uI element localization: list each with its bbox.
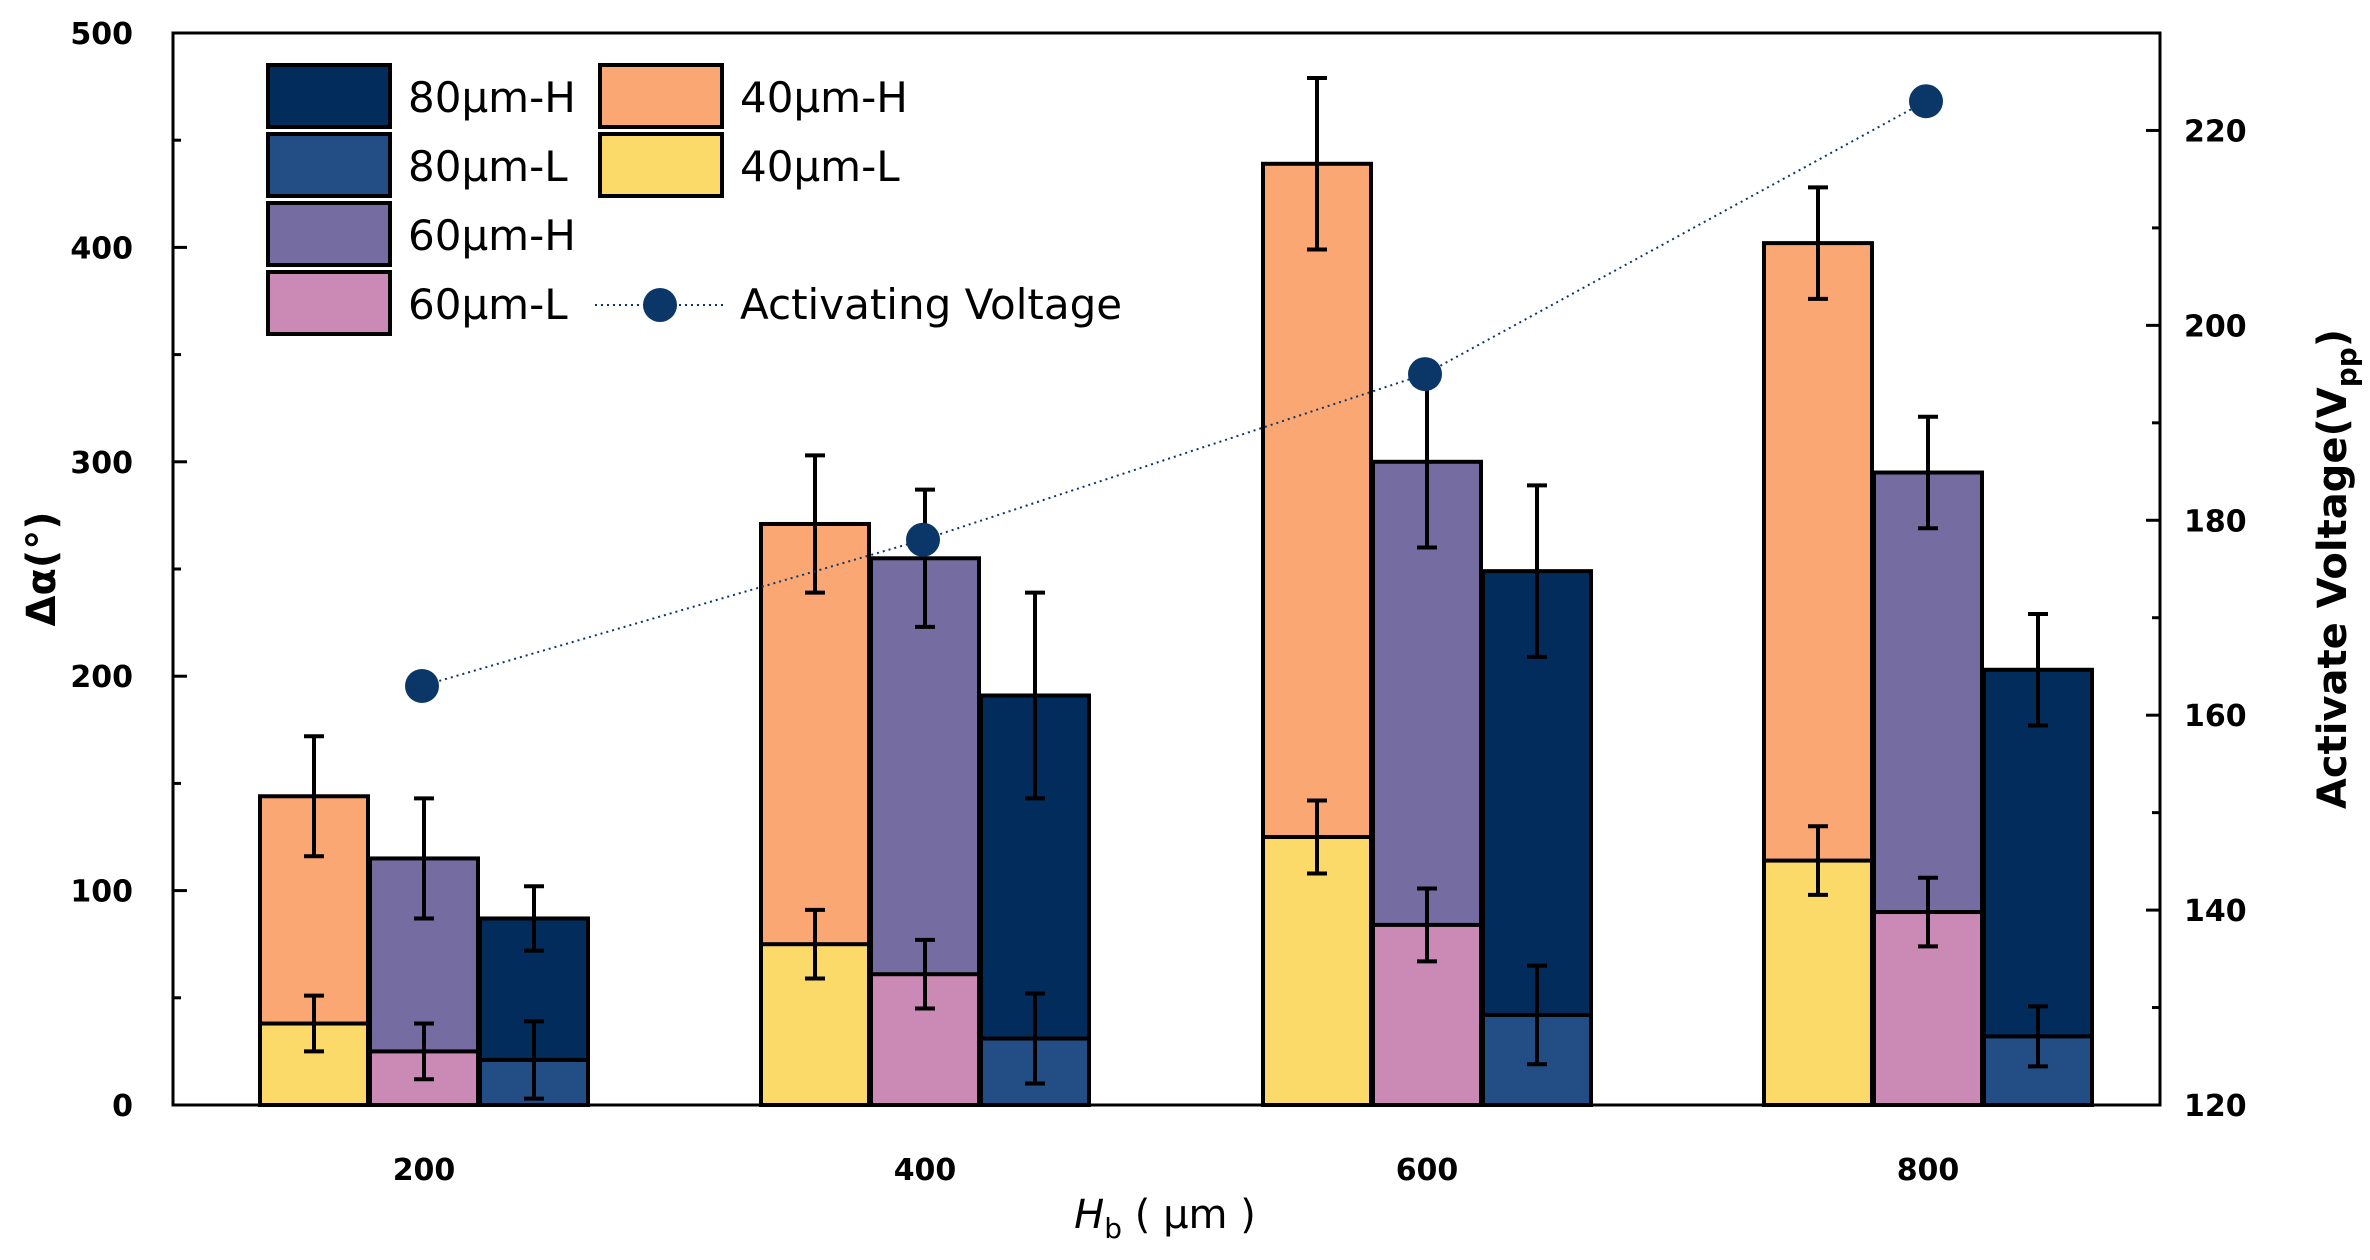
x-axis-title: Hb ( μm ) (1074, 1192, 1256, 1245)
x-tick-label: 600 (1396, 1153, 1459, 1188)
y-axis-right: 120 140 160 180 200 220 (2146, 31, 2247, 1124)
legend-swatch-40um-l (598, 132, 724, 198)
legend-label-60um-h: 60μm-H (408, 211, 576, 260)
legend: 80μm-H 40μm-H 80μm-L 40μm-L 60μm-H 60μm-… (266, 63, 1122, 336)
y-axis-left: 0 100 200 300 400 500 (70, 17, 187, 1124)
voltage-point (1909, 84, 1943, 119)
error-bars (304, 76, 2048, 1101)
x-title-main: H (1074, 1192, 1104, 1238)
y-tick-label: 0 (112, 1089, 133, 1124)
y2-title-close: ) (2310, 329, 2356, 347)
legend-swatch-80um-h (266, 63, 392, 129)
legend-swatch-40um-h (598, 63, 724, 129)
legend-swatch-60um-l (266, 270, 392, 336)
legend-label-60um-l: 60μm-L (408, 280, 568, 329)
x-tick-label: 800 (1897, 1153, 1960, 1188)
y-tick-label: 100 (70, 875, 133, 910)
bar-40um-low (1261, 835, 1373, 1107)
voltage-point (405, 668, 439, 703)
legend-label-80um-l: 80μm-L (408, 142, 568, 191)
y2-title-sub: pp (2330, 347, 2363, 387)
legend-label-40um-h: 40μm-H (740, 73, 908, 122)
bars (258, 161, 2094, 1108)
y2-tick-label: 200 (2184, 309, 2247, 344)
y-tick-label: 300 (70, 446, 133, 481)
y2-tick-label: 160 (2184, 699, 2247, 734)
y2-title-main: Activate Voltage(V (2310, 387, 2356, 809)
y-tick-label: 200 (70, 660, 133, 695)
y2-tick-label: 120 (2184, 1089, 2247, 1124)
voltage-point (906, 522, 940, 557)
x-axis: 200 400 600 800 (393, 1153, 1960, 1188)
x-title-unit: ( μm ) (1122, 1192, 1256, 1238)
x-title-sub: b (1104, 1212, 1122, 1245)
y2-tick-label: 220 (2184, 114, 2247, 149)
y-tick-label: 500 (70, 17, 133, 52)
legend-swatch-60um-h (266, 201, 392, 267)
voltage-point (1408, 357, 1442, 392)
legend-label-activating-voltage: Activating Voltage (740, 280, 1122, 329)
legend-label-80um-h: 80μm-H (408, 73, 576, 122)
x-tick-label: 400 (894, 1153, 957, 1188)
voltage-line-path (421, 100, 1927, 687)
legend-label-40um-l: 40μm-L (740, 142, 900, 191)
bar-40um-low (1762, 858, 1874, 1107)
y-axis-title-left: Δα(°) (19, 512, 65, 627)
y-axis-title-right: Activate Voltage(Vpp) (2310, 329, 2363, 809)
legend-marker-activating-voltage (643, 288, 677, 322)
y2-tick-label: 140 (2184, 894, 2247, 929)
y2-tick-label: 180 (2184, 504, 2247, 539)
x-tick-label: 200 (393, 1153, 456, 1188)
legend-swatch-80um-l (266, 132, 392, 198)
voltage-line (405, 84, 1943, 703)
y-tick-label: 400 (70, 231, 133, 266)
